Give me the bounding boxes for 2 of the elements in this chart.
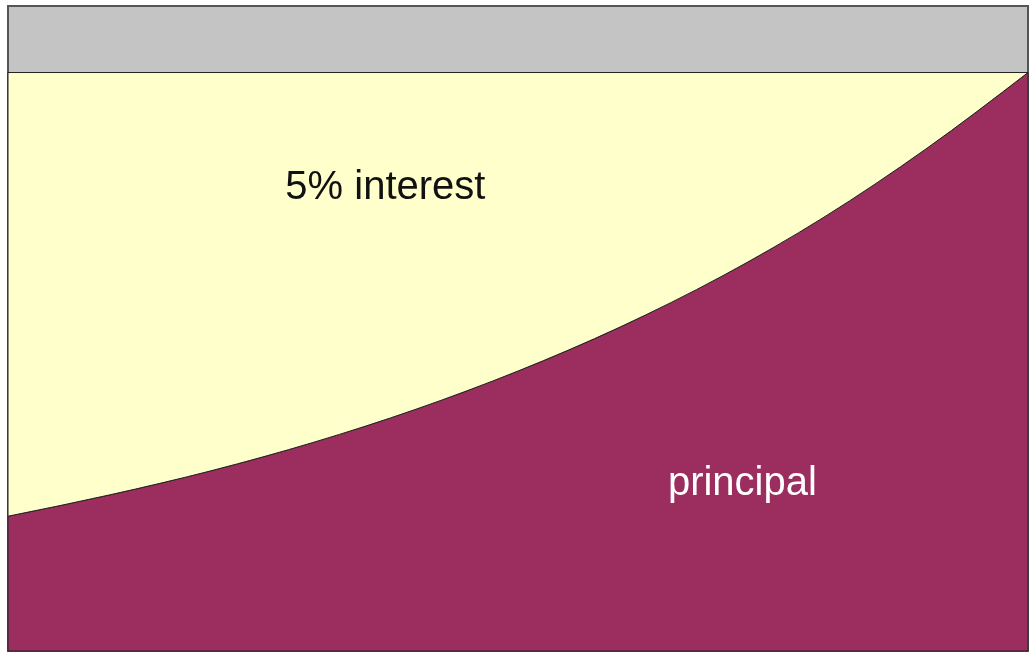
series-label: principal bbox=[667, 459, 817, 504]
series-label: 5% interest bbox=[285, 162, 486, 207]
